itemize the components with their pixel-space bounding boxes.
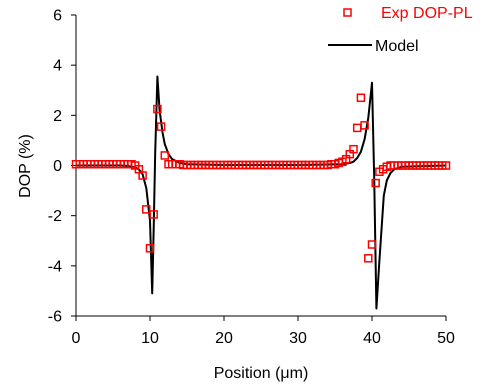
legend-label-model: Model: [375, 38, 419, 55]
x-tick-label: 0: [72, 330, 81, 347]
exp-dop-pl-point: [145, 244, 155, 253]
exp-dop-pl-point: [367, 240, 377, 249]
exp-dop-pl-point: [138, 171, 147, 180]
legend-label-exp-dop-pl: Exp DOP-PL: [381, 5, 473, 22]
exp-dop-pl-point: [153, 104, 162, 114]
x-tick-label: 10: [141, 330, 159, 347]
y-tick-label: -2: [48, 208, 62, 225]
y-axis-title: DOP (%): [17, 134, 34, 198]
exp-dop-pl-point: [364, 254, 373, 263]
legend-marker-exp-dop-pl: [343, 8, 352, 17]
x-axis-title: Position (μm): [214, 365, 309, 382]
exp-dop-pl-point: [142, 205, 151, 214]
y-tick-label: -4: [48, 258, 62, 275]
x-tick-label: 20: [215, 330, 233, 347]
exp-dop-pl-point: [352, 123, 362, 133]
exp-dop-pl-point: [356, 93, 366, 103]
exp-dop-pl-point: [371, 178, 380, 188]
x-tick-label: 50: [437, 330, 455, 347]
exp-dop-pl-point: [441, 161, 451, 170]
axes: -6 -4 -2 0 2 4 6 0 10 20 30 40 50: [48, 8, 455, 348]
legend: Exp DOP-PL Model: [328, 5, 473, 55]
x-tick-label: 40: [363, 330, 381, 347]
exp-dop-pl-point: [360, 121, 369, 130]
exp-dop-pl-point: [349, 144, 358, 154]
y-tick-label: 2: [53, 108, 62, 125]
exp-dop-pl-point: [149, 210, 158, 219]
model-series-line: [76, 75, 447, 310]
y-tick-label: 0: [53, 158, 62, 175]
exp-dop-pl-point: [160, 151, 170, 160]
y-tick-label: 6: [53, 8, 62, 25]
y-tick-label: -6: [48, 309, 62, 326]
exp-dop-pl-point: [156, 122, 166, 131]
plot-area: [71, 75, 451, 310]
x-tick-label: 30: [289, 330, 307, 347]
y-tick-label: 4: [53, 58, 62, 75]
